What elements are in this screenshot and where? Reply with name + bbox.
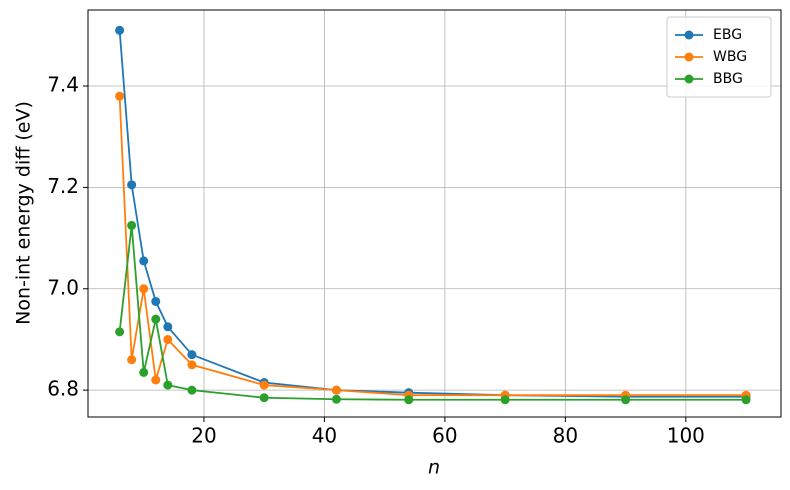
marker bbox=[127, 355, 137, 365]
marker bbox=[187, 360, 197, 370]
x-tick-label: 40 bbox=[312, 424, 337, 448]
legend-marker bbox=[684, 74, 694, 84]
marker bbox=[139, 367, 149, 377]
legend-label: WBG bbox=[713, 49, 747, 65]
marker bbox=[500, 395, 510, 405]
marker bbox=[187, 385, 197, 395]
x-tick-label: 60 bbox=[432, 424, 457, 448]
marker bbox=[259, 393, 269, 403]
marker bbox=[621, 395, 631, 405]
y-tick-label: 7.0 bbox=[47, 275, 79, 299]
x-tick-label: 100 bbox=[667, 424, 705, 448]
marker bbox=[139, 256, 149, 266]
marker bbox=[163, 380, 173, 390]
y-axis-label: Non-int energy diff (eV) bbox=[13, 101, 35, 325]
series-line bbox=[118, 30, 747, 398]
marker bbox=[163, 334, 173, 344]
legend-marker bbox=[684, 30, 694, 40]
y-tick-label: 7.2 bbox=[47, 174, 79, 198]
series-line bbox=[118, 96, 747, 397]
legend-label: EBG bbox=[713, 27, 742, 43]
marker bbox=[259, 380, 269, 390]
y-tick-label: 7.4 bbox=[47, 73, 79, 97]
marker bbox=[741, 395, 751, 405]
marker bbox=[115, 25, 125, 35]
marker bbox=[115, 327, 125, 337]
marker bbox=[331, 394, 341, 404]
marker bbox=[139, 284, 149, 294]
marker bbox=[331, 385, 341, 395]
legend-label: BBG bbox=[713, 71, 743, 87]
marker bbox=[163, 322, 173, 332]
marker bbox=[127, 180, 137, 190]
y-tick-label: 6.8 bbox=[47, 377, 79, 401]
x-tick-label: 20 bbox=[191, 424, 216, 448]
plot-frame bbox=[87, 9, 782, 418]
marker bbox=[127, 220, 137, 230]
series-line bbox=[118, 225, 747, 401]
marker bbox=[404, 395, 414, 405]
legend-marker bbox=[684, 52, 694, 62]
x-tick-label: 80 bbox=[553, 424, 578, 448]
marker bbox=[151, 314, 161, 324]
marker bbox=[151, 375, 161, 385]
marker bbox=[187, 350, 197, 360]
marker bbox=[115, 91, 125, 101]
marker bbox=[151, 296, 161, 306]
x-axis-label: n bbox=[428, 457, 440, 479]
